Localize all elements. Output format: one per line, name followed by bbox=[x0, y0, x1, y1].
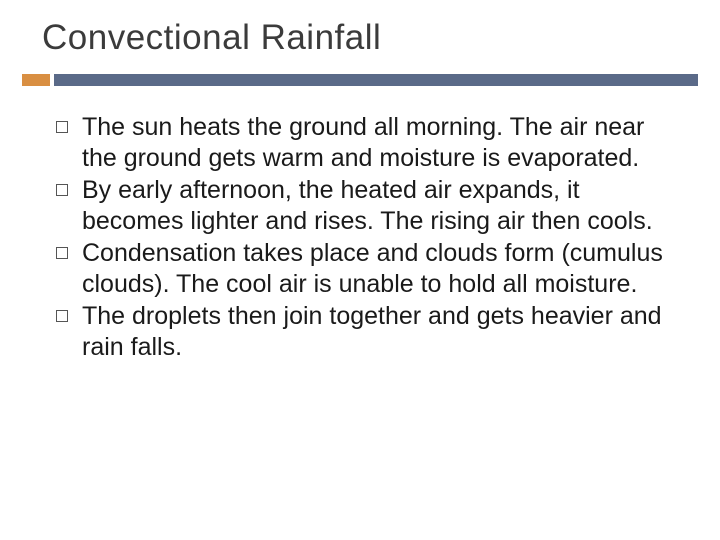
bullet-text: By early afternoon, the heated air expan… bbox=[82, 175, 670, 236]
slide-title: Convectional Rainfall bbox=[42, 18, 698, 58]
title-wrap: Convectional Rainfall bbox=[42, 18, 698, 58]
square-bullet-icon bbox=[56, 184, 68, 196]
bullet-text: The droplets then join together and gets… bbox=[82, 301, 670, 362]
list-item: The droplets then join together and gets… bbox=[56, 301, 670, 362]
divider-bar bbox=[54, 74, 698, 86]
square-bullet-icon bbox=[56, 121, 68, 133]
list-item: By early afternoon, the heated air expan… bbox=[56, 175, 670, 236]
list-item: The sun heats the ground all morning. Th… bbox=[56, 112, 670, 173]
bullet-text: Condensation takes place and clouds form… bbox=[82, 238, 670, 299]
divider-accent bbox=[22, 74, 50, 86]
list-item: Condensation takes place and clouds form… bbox=[56, 238, 670, 299]
bullet-text: The sun heats the ground all morning. Th… bbox=[82, 112, 670, 173]
slide: Convectional Rainfall The sun heats the … bbox=[0, 0, 720, 540]
square-bullet-icon bbox=[56, 247, 68, 259]
divider bbox=[22, 74, 698, 86]
square-bullet-icon bbox=[56, 310, 68, 322]
bullet-list: The sun heats the ground all morning. Th… bbox=[22, 112, 698, 362]
